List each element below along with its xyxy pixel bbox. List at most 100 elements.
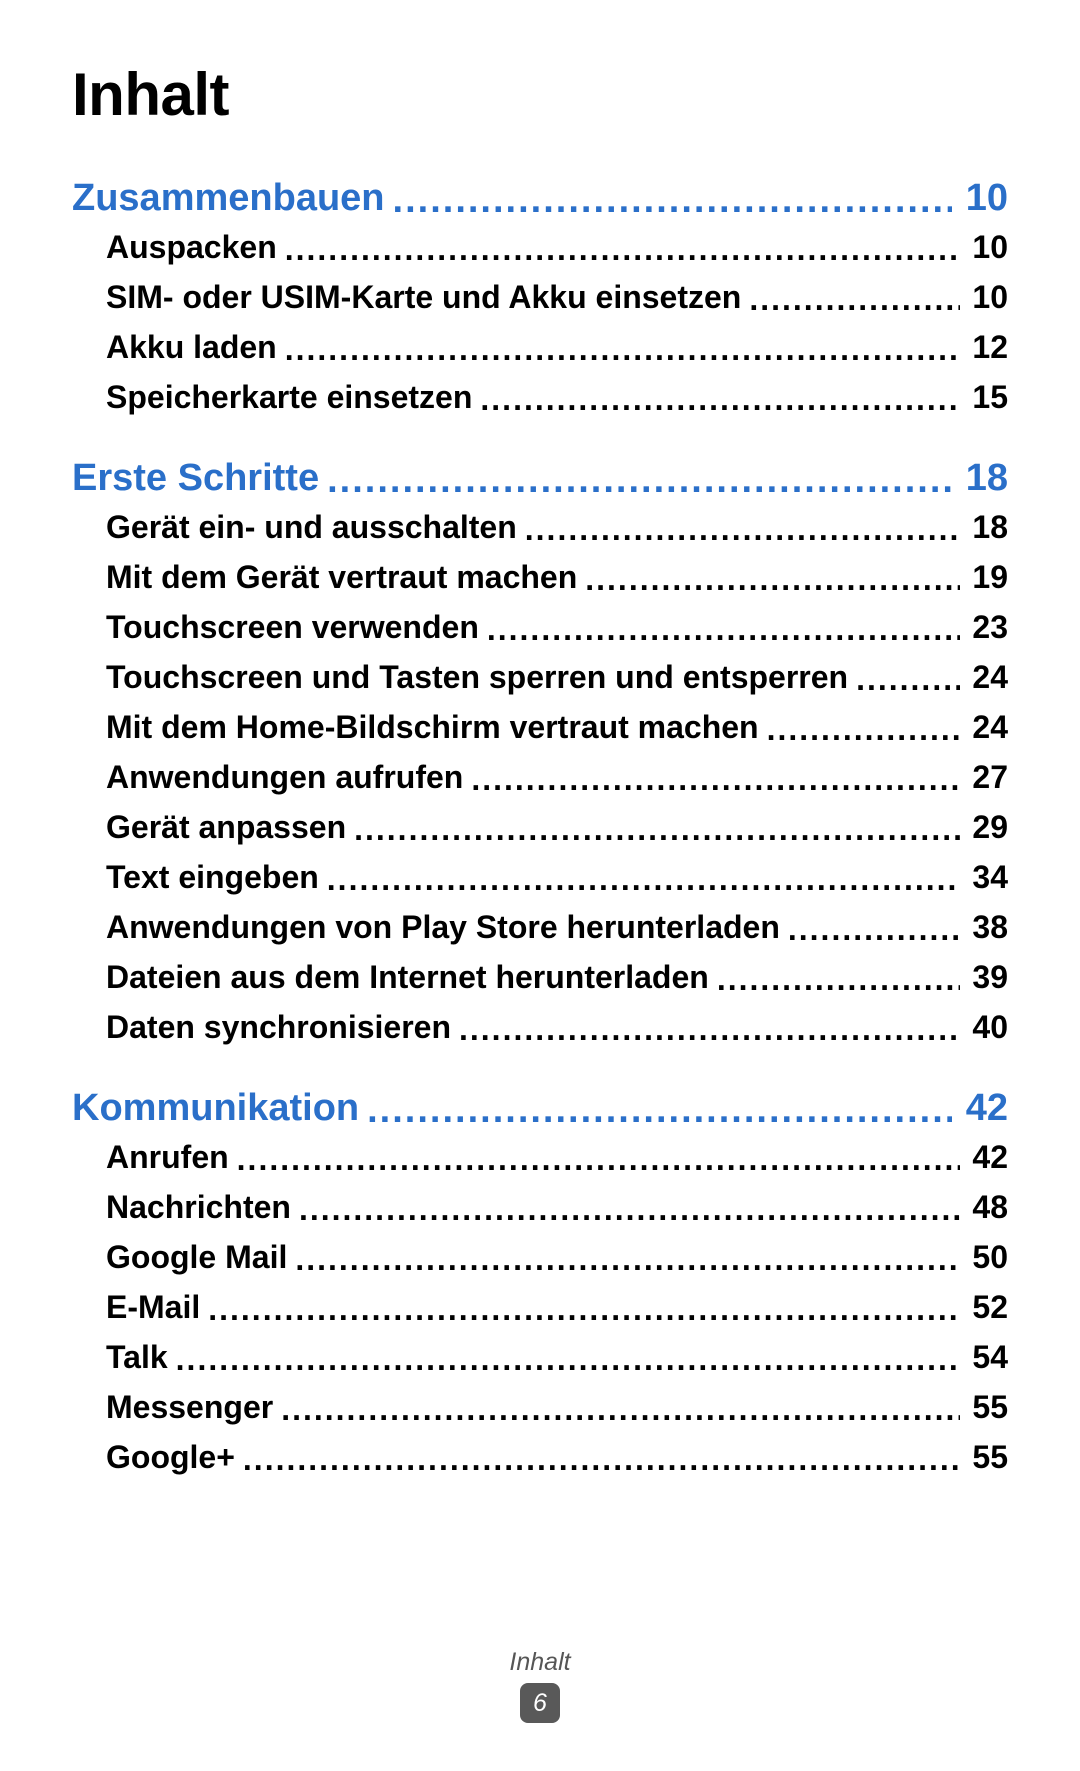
leader-dots	[459, 1011, 960, 1048]
toc-entry-page: 19	[960, 559, 1008, 596]
toc-entry-row[interactable]: Akku laden 12	[72, 329, 1008, 379]
toc-entry-page: 55	[960, 1389, 1008, 1426]
toc-entry-title: Google Mail	[106, 1239, 295, 1276]
toc-entry-title: Auspacken	[106, 229, 285, 266]
toc-entry-title: Speicherkarte einsetzen	[106, 379, 480, 416]
toc-entry-title: Akku laden	[106, 329, 285, 366]
toc-section-title: Erste Schritte	[72, 457, 327, 500]
toc-entry-page: 27	[960, 759, 1008, 796]
leader-dots	[327, 861, 960, 898]
leader-dots	[327, 459, 952, 502]
toc-entry-page: 50	[960, 1239, 1008, 1276]
toc-entry-title: Talk	[106, 1339, 176, 1376]
toc-entry-page: 34	[960, 859, 1008, 896]
toc-entry-title: Anwendungen von Play Store herunterladen	[106, 909, 788, 946]
leader-dots	[471, 761, 960, 798]
table-of-contents: Zusammenbauen10Auspacken10SIM- oder USIM…	[72, 177, 1008, 1489]
toc-entry-row[interactable]: Anrufen 42	[72, 1139, 1008, 1189]
page-footer: Inhalt 6	[0, 1648, 1080, 1723]
toc-entry-row[interactable]: Nachrichten 48	[72, 1189, 1008, 1239]
footer-page-badge: 6	[520, 1683, 560, 1723]
toc-entry-row[interactable]: Google+ 55	[72, 1439, 1008, 1489]
toc-entry-page: 23	[960, 609, 1008, 646]
toc-entry-page: 39	[960, 959, 1008, 996]
leader-dots	[295, 1241, 960, 1278]
footer-label: Inhalt	[0, 1648, 1080, 1677]
toc-entry-page: 54	[960, 1339, 1008, 1376]
leader-dots	[285, 231, 960, 268]
toc-entry-page: 48	[960, 1189, 1008, 1226]
toc-entry-row[interactable]: SIM- oder USIM-Karte und Akku einsetzen 1…	[72, 279, 1008, 329]
toc-entry-page: 29	[960, 809, 1008, 846]
leader-dots	[480, 381, 960, 418]
toc-entry-page: 42	[960, 1139, 1008, 1176]
toc-entry-page: 55	[960, 1439, 1008, 1476]
toc-section: Kommunikation42Anrufen 42 Nachrichten 48 Goo…	[72, 1087, 1008, 1489]
leader-dots	[585, 561, 960, 598]
toc-entry-row[interactable]: Mit dem Gerät vertraut machen 19	[72, 559, 1008, 609]
toc-entry-title: Nachrichten	[106, 1189, 299, 1226]
toc-section-page: 10	[952, 177, 1008, 220]
toc-section-title: Zusammenbauen	[72, 177, 393, 220]
toc-entry-title: Anwendungen aufrufen	[106, 759, 471, 796]
toc-section-row[interactable]: Zusammenbauen 10	[72, 177, 1008, 229]
toc-entry-row[interactable]: Google Mail 50	[72, 1239, 1008, 1289]
toc-entry-row[interactable]: Gerät anpassen 29	[72, 809, 1008, 859]
toc-entry-row[interactable]: Talk 54	[72, 1339, 1008, 1389]
toc-entry-title: Text eingeben	[106, 859, 327, 896]
toc-entry-row[interactable]: Daten synchronisieren40	[72, 1009, 1008, 1059]
toc-entry-row[interactable]: Gerät ein- und ausschalten 18	[72, 509, 1008, 559]
toc-entry-title: Mit dem Home-Bildschirm vertraut machen	[106, 709, 767, 746]
leader-dots	[208, 1291, 960, 1328]
toc-section: Zusammenbauen10Auspacken10SIM- oder USIM…	[72, 177, 1008, 429]
doc-title: Inhalt	[72, 60, 1008, 129]
leader-dots	[749, 281, 960, 318]
toc-entry-title: E-Mail	[106, 1289, 208, 1326]
toc-entry-page: 10	[960, 279, 1008, 316]
toc-entry-title: Mit dem Gerät vertraut machen	[106, 559, 585, 596]
leader-dots	[237, 1141, 960, 1178]
toc-entry-title: Touchscreen und Tasten sperren und entsp…	[106, 659, 856, 696]
toc-entry-page: 12	[960, 329, 1008, 366]
leader-dots	[367, 1089, 952, 1132]
toc-entry-title: Anrufen	[106, 1139, 237, 1176]
leader-dots	[788, 911, 960, 948]
toc-section-page: 18	[952, 457, 1008, 500]
toc-entry-row[interactable]: Anwendungen aufrufen 27	[72, 759, 1008, 809]
toc-entry-page: 24	[960, 659, 1008, 696]
toc-entry-page: 52	[960, 1289, 1008, 1326]
toc-entry-page: 18	[960, 509, 1008, 546]
toc-entry-title: Gerät anpassen	[106, 809, 354, 846]
toc-entry-page: 40	[960, 1009, 1008, 1046]
toc-entry-row[interactable]: Auspacken 10	[72, 229, 1008, 279]
footer-page-number: 6	[533, 1689, 547, 1718]
leader-dots	[393, 179, 952, 222]
toc-entry-row[interactable]: Speicherkarte einsetzen 15	[72, 379, 1008, 429]
toc-section-title: Kommunikation	[72, 1087, 367, 1130]
toc-entry-row[interactable]: E-Mail 52	[72, 1289, 1008, 1339]
toc-entry-row[interactable]: Mit dem Home-Bildschirm vertraut machen2…	[72, 709, 1008, 759]
leader-dots	[717, 961, 960, 998]
toc-entry-page: 10	[960, 229, 1008, 266]
leader-dots	[487, 611, 960, 648]
toc-entry-title: Touchscreen verwenden	[106, 609, 487, 646]
toc-section-row[interactable]: Erste Schritte 18	[72, 457, 1008, 509]
toc-entry-title: Google+	[106, 1439, 243, 1476]
leader-dots	[525, 511, 960, 548]
toc-entry-row[interactable]: Messenger 55	[72, 1389, 1008, 1439]
toc-entry-row[interactable]: Text eingeben 34	[72, 859, 1008, 909]
toc-entry-title: Gerät ein- und ausschalten	[106, 509, 525, 546]
toc-entry-title: SIM- oder USIM-Karte und Akku einsetzen	[106, 279, 749, 316]
toc-entry-row[interactable]: Anwendungen von Play Store herunterladen…	[72, 909, 1008, 959]
toc-entry-row[interactable]: Touchscreen und Tasten sperren und entsp…	[72, 659, 1008, 709]
toc-entry-page: 38	[960, 909, 1008, 946]
toc-entry-row[interactable]: Touchscreen verwenden 23	[72, 609, 1008, 659]
leader-dots	[285, 331, 960, 368]
toc-section-row[interactable]: Kommunikation42	[72, 1087, 1008, 1139]
page: Inhalt Zusammenbauen10Auspacken10SIM- od…	[0, 0, 1080, 1771]
toc-entry-page: 15	[960, 379, 1008, 416]
toc-entry-row[interactable]: Dateien aus dem Internet herunterladen39	[72, 959, 1008, 1009]
toc-entry-title: Messenger	[106, 1389, 281, 1426]
leader-dots	[281, 1391, 960, 1428]
leader-dots	[176, 1341, 960, 1378]
